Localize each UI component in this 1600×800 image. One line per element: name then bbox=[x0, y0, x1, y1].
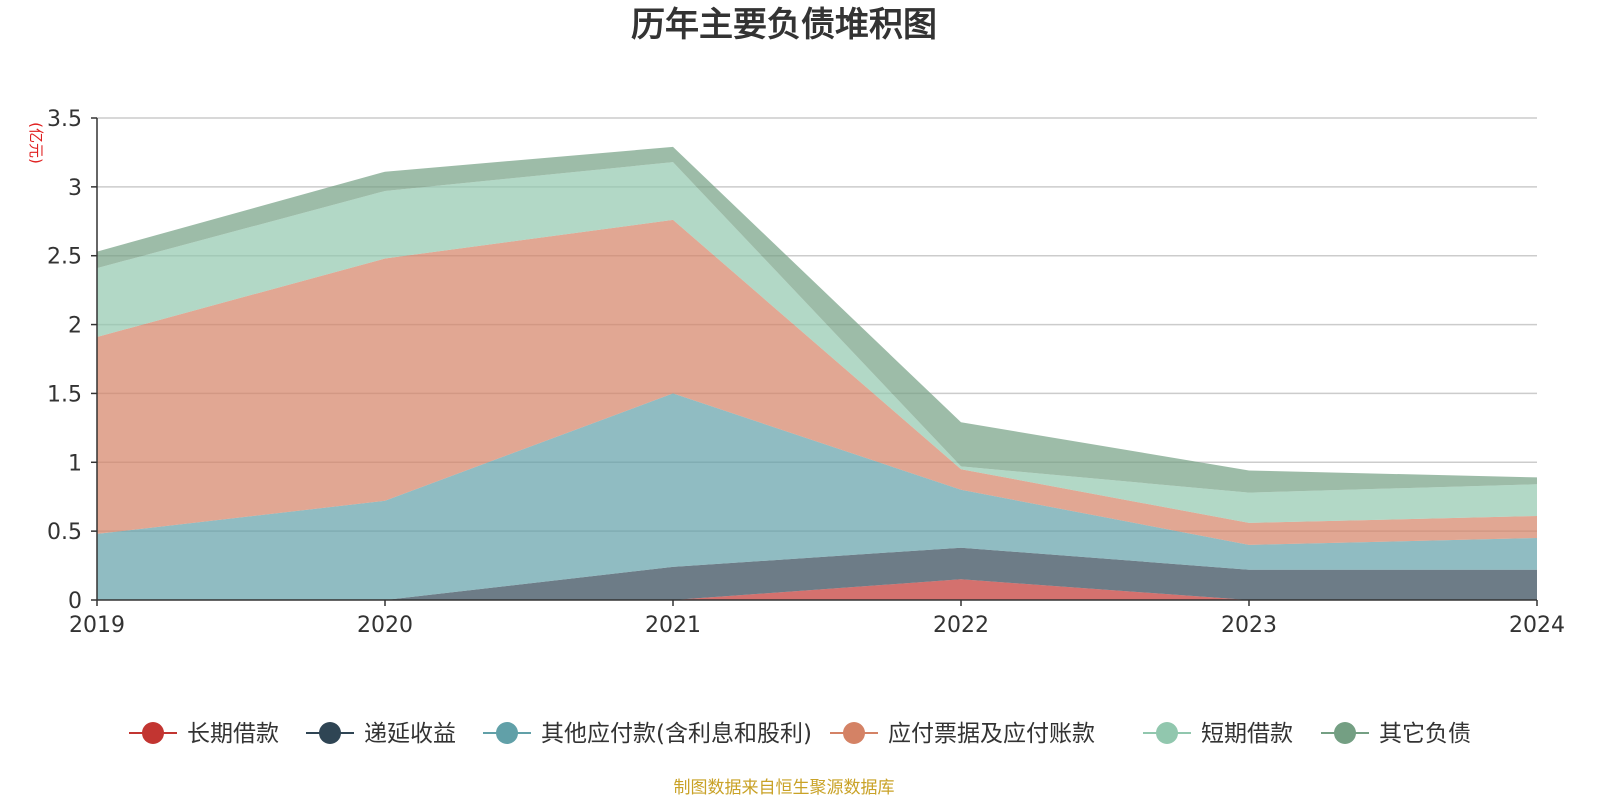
x-tick-label: 2024 bbox=[1509, 613, 1565, 638]
axes: 0 0.5 1 1.5 2 2.5 3 3.5 2019 2020 2021 2022 2023 2024 bbox=[47, 107, 1565, 638]
x-tick-label: 2022 bbox=[933, 613, 989, 638]
legend-item: 长期借款 bbox=[129, 721, 279, 747]
legend-item: 其他应付款(含利息和股利) bbox=[483, 721, 812, 747]
legend-label: 应付票据及应付账款 bbox=[888, 721, 1095, 747]
y-tick-label: 2.5 bbox=[47, 245, 82, 270]
legend-label: 长期借款 bbox=[187, 721, 279, 747]
legend-marker bbox=[843, 722, 865, 744]
legend-marker bbox=[319, 722, 341, 744]
y-tick-label: 2 bbox=[68, 314, 82, 339]
legend-label: 其他应付款(含利息和股利) bbox=[541, 721, 812, 747]
legend-marker bbox=[142, 722, 164, 744]
y-tick-label: 0.5 bbox=[47, 520, 82, 545]
legend-label: 其它负债 bbox=[1379, 721, 1471, 747]
area-4 bbox=[97, 219, 1537, 545]
area-2 bbox=[97, 547, 1537, 600]
legend-marker bbox=[1156, 722, 1178, 744]
y-axis-unit-label: (亿元) bbox=[27, 122, 45, 164]
legend-marker bbox=[496, 722, 518, 744]
legend-marker bbox=[1334, 722, 1356, 744]
x-tick-label: 2020 bbox=[357, 613, 413, 638]
area-series bbox=[97, 146, 1537, 600]
y-tick-label: 0 bbox=[68, 589, 82, 614]
area-3 bbox=[97, 393, 1537, 600]
area-5 bbox=[97, 162, 1537, 523]
y-tick-label: 3.5 bbox=[47, 107, 82, 132]
x-tick-label: 2019 bbox=[69, 613, 125, 638]
chart-title: 历年主要负债堆积图 bbox=[631, 5, 937, 45]
y-tick-label: 1.5 bbox=[47, 382, 82, 407]
x-tick-label: 2021 bbox=[645, 613, 701, 638]
y-tick-label: 1 bbox=[68, 451, 82, 476]
x-tick-label: 2023 bbox=[1221, 613, 1277, 638]
legend-label: 短期借款 bbox=[1201, 721, 1293, 747]
legend-item: 短期借款 bbox=[1143, 721, 1293, 747]
legend: 长期借款 递延收益 其他应付款(含利息和股利) 应付票据及应付账款 短期借款 其它负债 bbox=[129, 721, 1471, 747]
area-1 bbox=[97, 579, 1537, 600]
legend-item: 递延收益 bbox=[306, 721, 456, 747]
legend-item: 应付票据及应付账款 bbox=[830, 721, 1095, 747]
legend-label: 递延收益 bbox=[364, 721, 456, 747]
source-note: 制图数据来自恒生聚源数据库 bbox=[674, 778, 895, 798]
legend-item: 其它负债 bbox=[1321, 721, 1471, 747]
y-tick-label: 3 bbox=[68, 176, 82, 201]
